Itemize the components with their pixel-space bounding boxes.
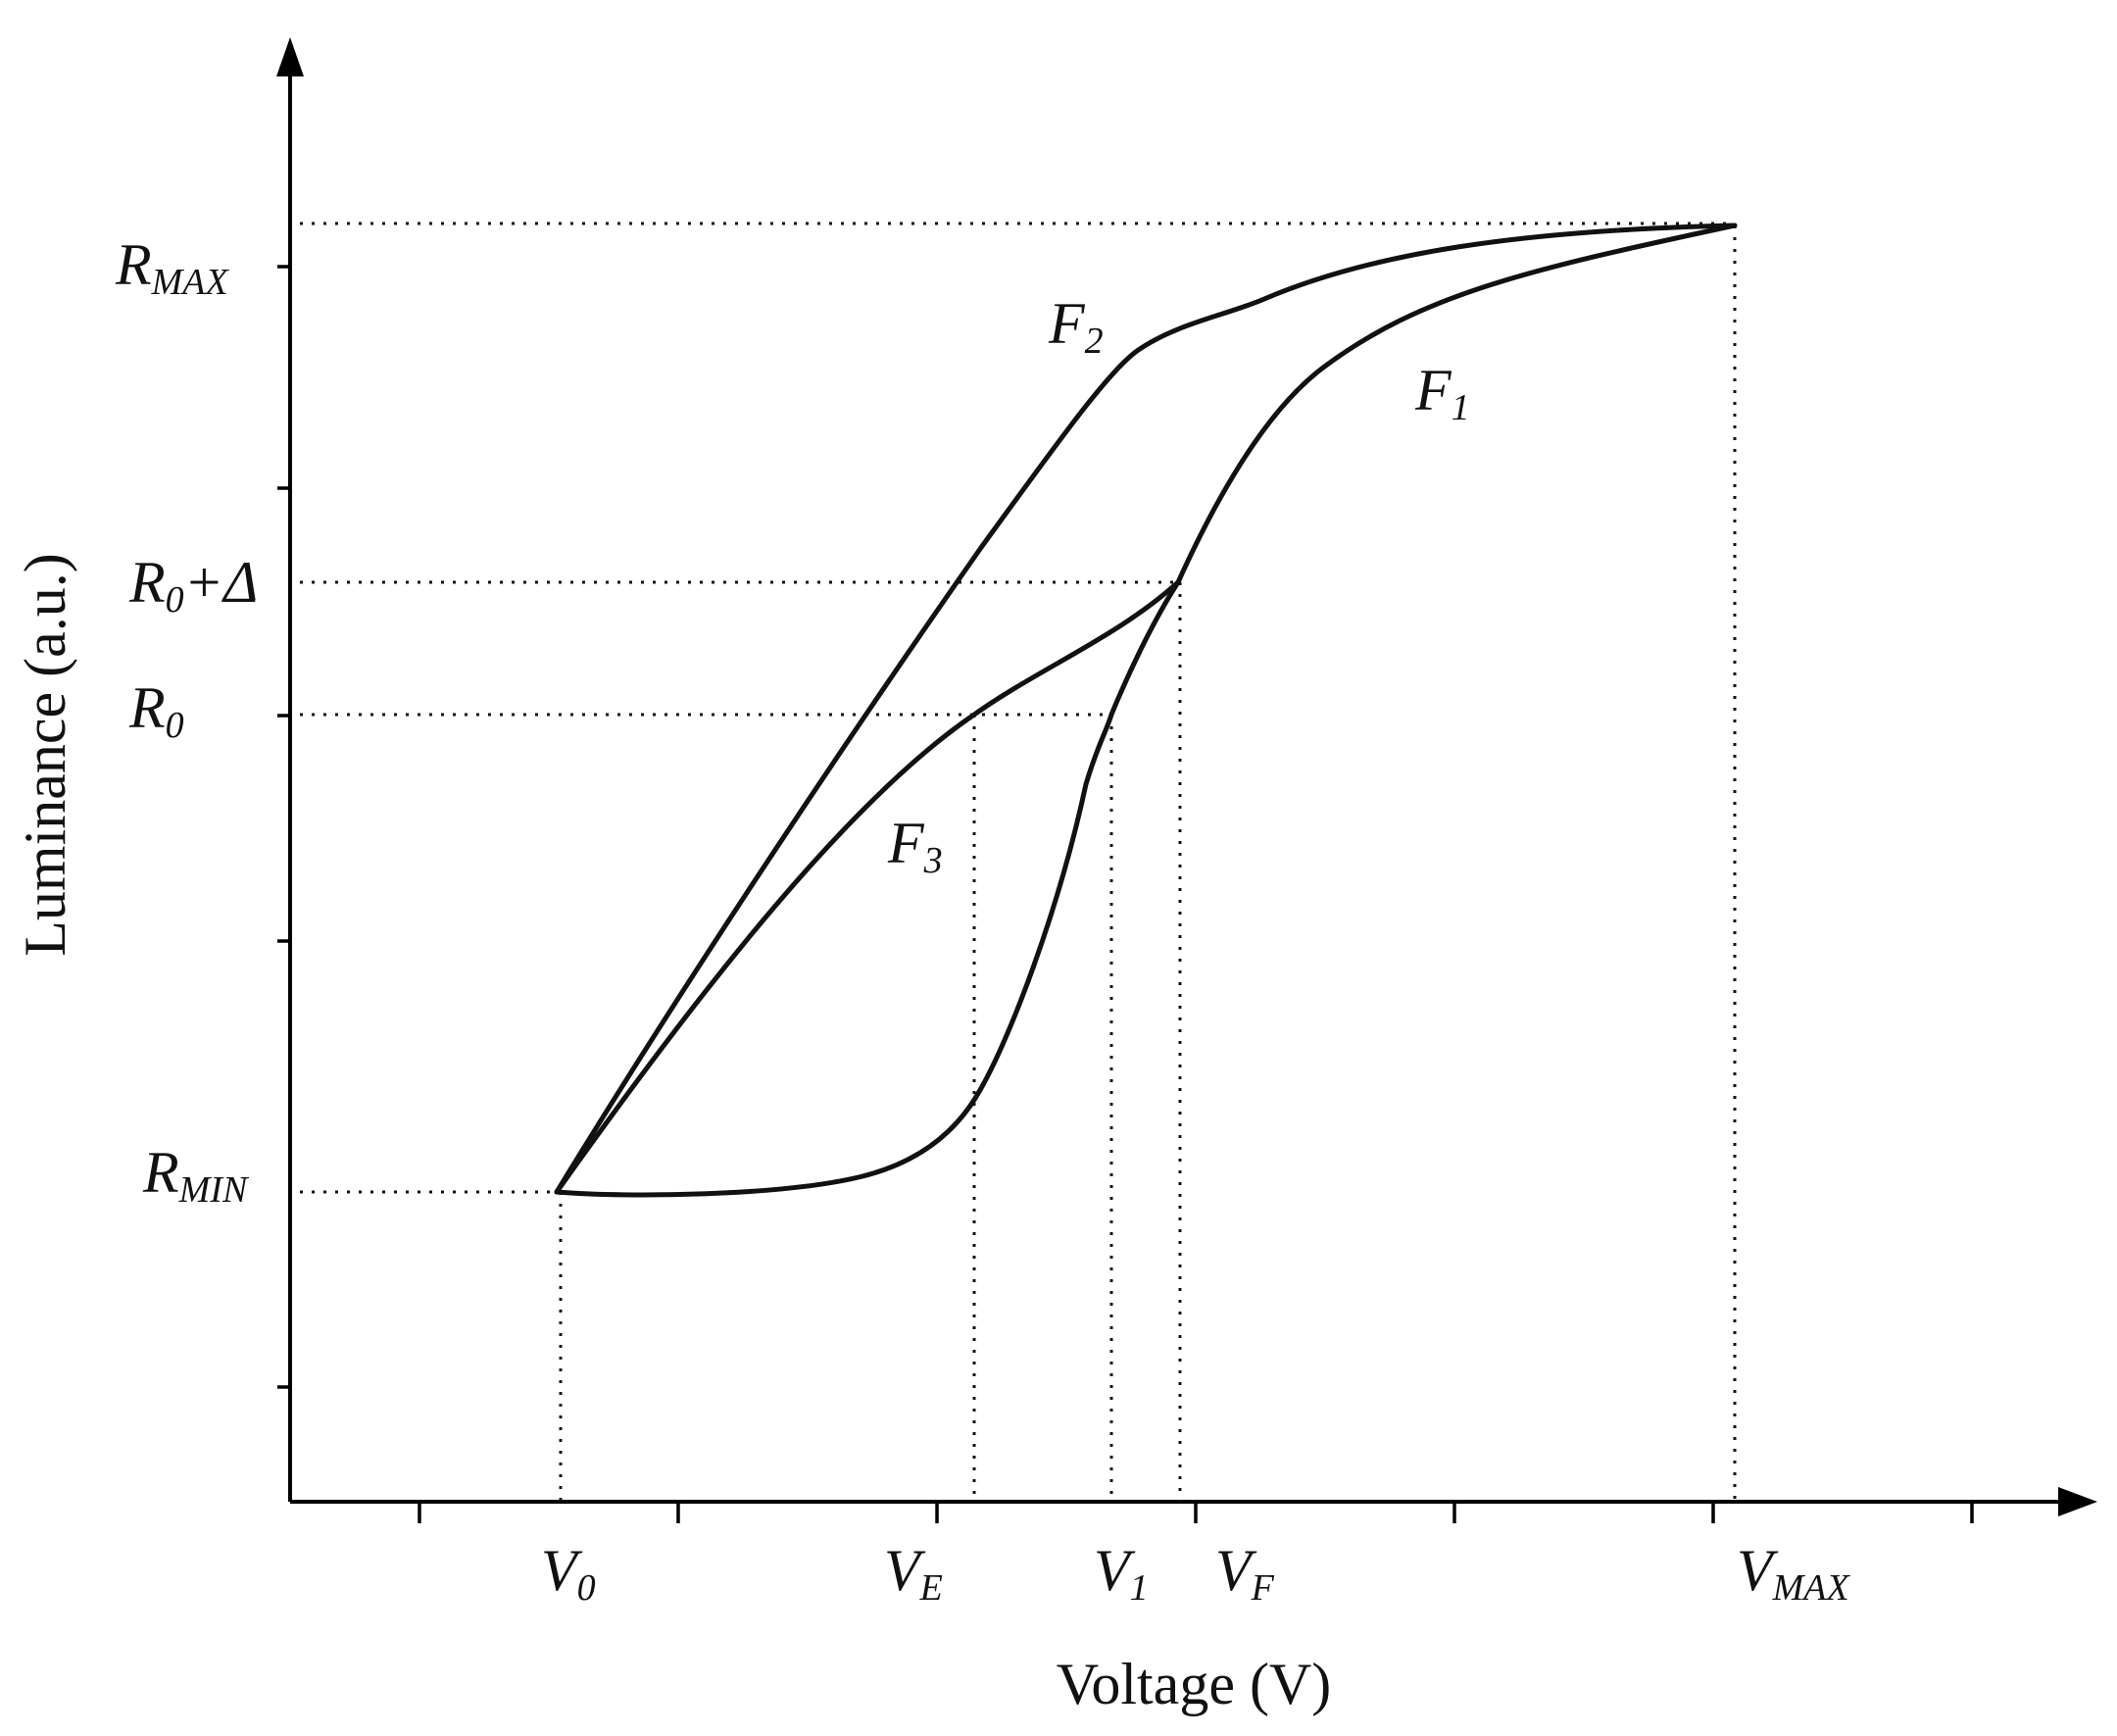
y-label-r0-delta-main: R	[128, 550, 166, 615]
y-label-rmax: RMAX	[115, 232, 230, 303]
x-axis-arrow	[2058, 1487, 2097, 1516]
x-label-vmax-main: V	[1737, 1538, 1779, 1603]
x-label-vmax: VMAX	[1737, 1538, 1851, 1609]
curve-label-f3-sub: 3	[923, 840, 943, 881]
y-ticks	[277, 265, 290, 1389]
curve-label-f3-main: F	[887, 811, 925, 875]
curve-label-f1: F1	[1414, 358, 1470, 428]
curve-f1	[554, 223, 1738, 1198]
y-axis-title: Luminance (a.u.)	[13, 553, 77, 956]
y-label-r0-main: R	[128, 675, 166, 740]
curve-label-f1-sub: 1	[1452, 387, 1470, 428]
x-label-vf: VF	[1215, 1538, 1275, 1609]
axes	[276, 37, 2097, 1516]
y-label-r0-delta-suffix: +Δ	[184, 550, 259, 615]
y-label-rmin-sub: MIN	[178, 1169, 250, 1211]
x-label-ve-main: V	[884, 1538, 926, 1603]
x-axis-title: Voltage (V)	[1057, 1652, 1332, 1716]
curve-label-f2: F2	[1048, 291, 1104, 362]
y-label-rmin-main: R	[142, 1140, 179, 1205]
curves	[554, 223, 1738, 1198]
curve-f2	[554, 223, 1738, 1195]
curve-label-f1-main: F	[1414, 358, 1452, 422]
x-label-v1: V1	[1094, 1538, 1149, 1609]
y-label-rmin: RMIN	[142, 1140, 250, 1211]
x-label-v0: V0	[541, 1538, 596, 1609]
x-label-v1-sub: 1	[1130, 1567, 1149, 1609]
x-label-v0-main: V	[541, 1538, 583, 1603]
y-label-r0: R0	[128, 675, 184, 746]
guide-lines	[300, 222, 1737, 1502]
y-label-rmax-main: R	[115, 232, 152, 297]
x-ticks	[418, 1502, 1974, 1523]
x-label-vmax-sub: MAX	[1772, 1567, 1851, 1609]
curve-label-f2-sub: 2	[1085, 321, 1104, 362]
curve-f3	[554, 579, 1181, 1195]
y-label-r0-delta-sub: 0	[166, 579, 184, 620]
x-label-vf-main: V	[1215, 1538, 1257, 1603]
curve-label-f3: F3	[887, 811, 943, 881]
y-label-r0-sub: 0	[166, 705, 184, 746]
x-label-vf-sub: F	[1251, 1567, 1275, 1609]
x-label-ve-sub: E	[919, 1567, 943, 1609]
x-label-v0-sub: 0	[577, 1567, 596, 1609]
y-axis-arrow	[276, 37, 304, 76]
y-label-r0-delta: R0+Δ	[128, 550, 258, 620]
x-label-v1-main: V	[1094, 1538, 1136, 1603]
x-label-ve: VE	[884, 1538, 943, 1609]
y-label-rmax-sub: MAX	[151, 262, 230, 303]
curve-label-f2-main: F	[1048, 291, 1086, 356]
